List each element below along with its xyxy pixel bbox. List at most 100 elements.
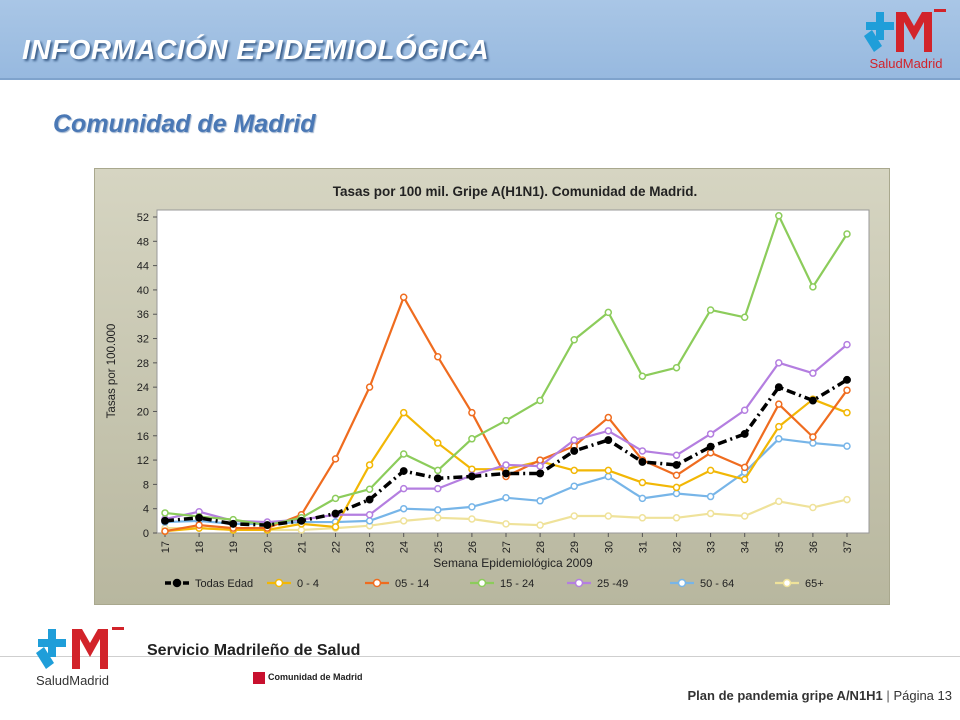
data-point (536, 396, 544, 405)
data-point (604, 427, 613, 435)
data-point (468, 408, 476, 417)
legend-label: Todas Edad (195, 578, 253, 590)
x-tick-label: 31 (637, 541, 649, 553)
data-point (468, 503, 476, 511)
data-point (706, 509, 715, 518)
y-tick-label: 28 (137, 358, 149, 370)
data-point (365, 485, 374, 493)
y-tick-label: 32 (137, 334, 149, 346)
page-title: INFORMACIÓN EPIDEMIOLÓGICA (22, 34, 490, 65)
data-point (195, 521, 203, 529)
legend-marker (477, 578, 487, 588)
data-point (365, 511, 374, 519)
legend-label: 05 - 14 (395, 578, 429, 590)
data-point (570, 447, 579, 455)
data-point (434, 514, 442, 522)
legend-marker (782, 578, 792, 588)
x-tick-label: 35 (774, 541, 786, 553)
data-point (570, 482, 578, 490)
footer-divider (0, 656, 960, 657)
y-tick-label: 44 (137, 261, 149, 273)
data-point (604, 466, 613, 475)
data-point (740, 313, 749, 322)
data-point (672, 471, 681, 480)
data-point (365, 383, 374, 391)
data-point (672, 460, 681, 469)
data-point (604, 308, 613, 317)
footer-comunidad: Comunidad de Madrid (268, 672, 363, 682)
data-point (399, 484, 408, 493)
y-tick-label: 0 (143, 528, 149, 540)
data-point (672, 489, 681, 498)
data-point (775, 400, 783, 408)
x-axis-label: Semana Epidemiológica 2009 (433, 556, 593, 570)
x-tick-label: 21 (296, 541, 308, 553)
x-tick-label: 27 (501, 541, 513, 553)
data-point (843, 495, 851, 504)
data-point (775, 359, 783, 367)
y-tick-label: 36 (137, 309, 149, 321)
data-point (570, 436, 578, 444)
x-tick-label: 34 (740, 541, 752, 553)
top-logo-text: SaludMadrid (870, 56, 943, 71)
data-point (638, 514, 647, 522)
data-point (604, 436, 613, 444)
page-number: Página 13 (893, 688, 952, 703)
data-point (365, 461, 374, 469)
data-point (809, 439, 817, 447)
y-tick-label: 4 (143, 504, 149, 516)
data-point (775, 497, 783, 506)
data-point (775, 212, 783, 220)
legend-marker (274, 578, 284, 588)
data-point (536, 521, 544, 529)
data-point (638, 447, 647, 455)
footer-separator: | (886, 688, 890, 703)
data-point (331, 455, 340, 463)
data-point (843, 375, 851, 384)
y-tick-label: 8 (143, 479, 149, 491)
data-point (229, 519, 238, 528)
data-point (740, 429, 749, 438)
x-tick-label: 23 (365, 541, 377, 553)
data-point (672, 483, 681, 492)
x-tick-label: 32 (672, 541, 684, 553)
y-tick-label: 40 (137, 285, 149, 297)
x-tick-label: 30 (603, 541, 615, 553)
data-point (433, 474, 442, 483)
legend-label: 50 - 64 (700, 578, 734, 590)
data-point (434, 353, 442, 361)
data-point (502, 494, 510, 502)
x-tick-label: 19 (228, 541, 240, 553)
data-point (570, 336, 578, 344)
data-point (706, 430, 715, 438)
y-axis-label: Tasas por 100.000 (106, 324, 118, 419)
x-tick-label: 20 (262, 541, 274, 553)
section-subtitle: Comunidad de Madrid (53, 110, 316, 138)
data-point (843, 230, 851, 238)
x-tick-label: 33 (706, 541, 718, 553)
data-point (502, 469, 510, 478)
line-chart: Tasas por 100 mil. Gripe A(H1N1). Comuni… (106, 184, 870, 590)
data-point (468, 435, 476, 443)
data-point (672, 363, 681, 372)
data-point (399, 293, 408, 301)
data-point (809, 369, 817, 377)
data-point (604, 472, 613, 481)
data-point (399, 517, 408, 525)
data-point (434, 466, 442, 475)
data-point (536, 469, 545, 478)
data-point (536, 497, 544, 505)
data-point (706, 492, 715, 501)
data-point (161, 509, 169, 517)
data-point (775, 435, 783, 443)
footer-saludmadrid-logo: SaludMadrid (36, 627, 124, 688)
data-point (502, 461, 510, 469)
data-point (365, 517, 374, 525)
legend-marker (172, 578, 182, 588)
plot-area (156, 209, 870, 534)
data-point (775, 422, 783, 431)
data-point (672, 451, 681, 459)
footer-org-name: Servicio Madrileño de Salud (147, 642, 361, 659)
footer-logo-text: SaludMadrid (36, 673, 109, 688)
y-tick-label: 12 (137, 455, 149, 467)
